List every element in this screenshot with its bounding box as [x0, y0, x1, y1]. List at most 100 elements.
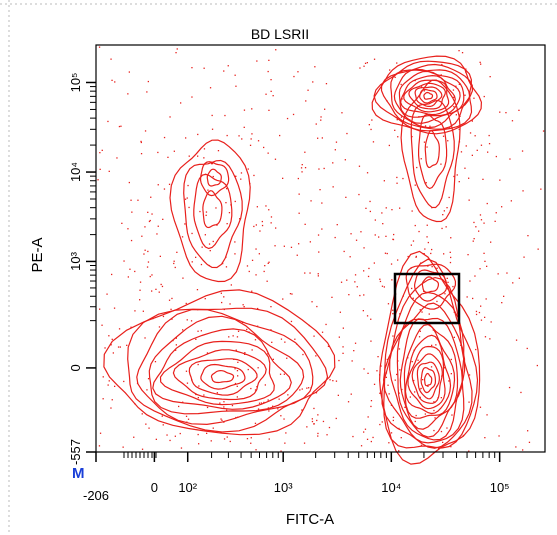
- event: [197, 330, 199, 332]
- event: [255, 449, 257, 451]
- event: [364, 428, 367, 430]
- event: [234, 368, 236, 370]
- event: [141, 413, 143, 415]
- event: [304, 272, 306, 274]
- event: [318, 251, 320, 253]
- event: [220, 292, 222, 294]
- event: [372, 436, 374, 439]
- event: [321, 202, 323, 204]
- event: [442, 214, 444, 216]
- event: [315, 355, 317, 357]
- event: [303, 442, 306, 444]
- event: [453, 175, 455, 178]
- event: [317, 432, 319, 435]
- event: [399, 207, 401, 209]
- event: [196, 289, 199, 291]
- event: [182, 277, 184, 279]
- contour: [407, 345, 446, 410]
- event: [540, 188, 542, 190]
- contour: [206, 168, 222, 187]
- event: [175, 337, 177, 339]
- event: [204, 298, 206, 300]
- event: [171, 297, 173, 300]
- event: [234, 253, 236, 255]
- event: [140, 141, 142, 144]
- event: [268, 261, 270, 263]
- event: [417, 359, 419, 361]
- event: [402, 177, 404, 180]
- event: [521, 150, 524, 152]
- event: [485, 298, 487, 300]
- event: [200, 330, 202, 332]
- event: [298, 193, 300, 195]
- event: [307, 89, 309, 91]
- event: [246, 438, 249, 440]
- event: [285, 432, 287, 434]
- event: [314, 66, 316, 68]
- event: [147, 378, 150, 380]
- event: [267, 70, 269, 73]
- event: [246, 265, 249, 267]
- event: [279, 134, 281, 137]
- event: [150, 196, 152, 198]
- event: [235, 349, 237, 351]
- event: [99, 308, 101, 310]
- event: [298, 212, 300, 214]
- event: [399, 313, 401, 315]
- event: [139, 281, 142, 283]
- event: [365, 207, 367, 209]
- event: [383, 286, 385, 288]
- event: [489, 76, 491, 78]
- event: [226, 436, 228, 438]
- event: [283, 418, 285, 420]
- event: [312, 81, 314, 83]
- event: [186, 319, 188, 321]
- event: [118, 328, 121, 330]
- event: [328, 426, 331, 429]
- event: [182, 329, 184, 331]
- event: [133, 436, 135, 438]
- event: [433, 409, 435, 412]
- x-tick-label: -206: [83, 488, 109, 503]
- event: [468, 177, 470, 179]
- contour: [200, 161, 230, 197]
- event: [431, 266, 433, 268]
- event: [382, 223, 384, 225]
- event: [486, 265, 488, 267]
- event: [528, 441, 531, 443]
- event: [326, 434, 328, 436]
- contour: [416, 361, 440, 400]
- event: [263, 270, 265, 273]
- event: [515, 446, 517, 448]
- event: [464, 167, 466, 169]
- event: [332, 380, 334, 382]
- event: [385, 376, 387, 378]
- event: [341, 112, 343, 114]
- event: [410, 244, 412, 246]
- event: [237, 361, 239, 363]
- event: [428, 313, 430, 315]
- event: [171, 318, 173, 320]
- event: [332, 186, 334, 188]
- event: [144, 130, 147, 132]
- event: [141, 448, 144, 450]
- event: [149, 219, 151, 222]
- contour: [152, 328, 292, 410]
- x-tick-label: 10²: [178, 480, 197, 495]
- event: [268, 109, 270, 111]
- event: [263, 401, 265, 404]
- event: [379, 280, 382, 283]
- event: [243, 126, 245, 128]
- event: [342, 352, 344, 354]
- event: [173, 150, 175, 152]
- event: [309, 272, 311, 274]
- event: [301, 164, 303, 166]
- event: [371, 119, 373, 121]
- event: [286, 117, 289, 120]
- event: [225, 266, 228, 268]
- event: [339, 311, 341, 313]
- event: [495, 212, 497, 214]
- event: [278, 398, 280, 400]
- event: [414, 224, 416, 227]
- contour: [423, 91, 434, 100]
